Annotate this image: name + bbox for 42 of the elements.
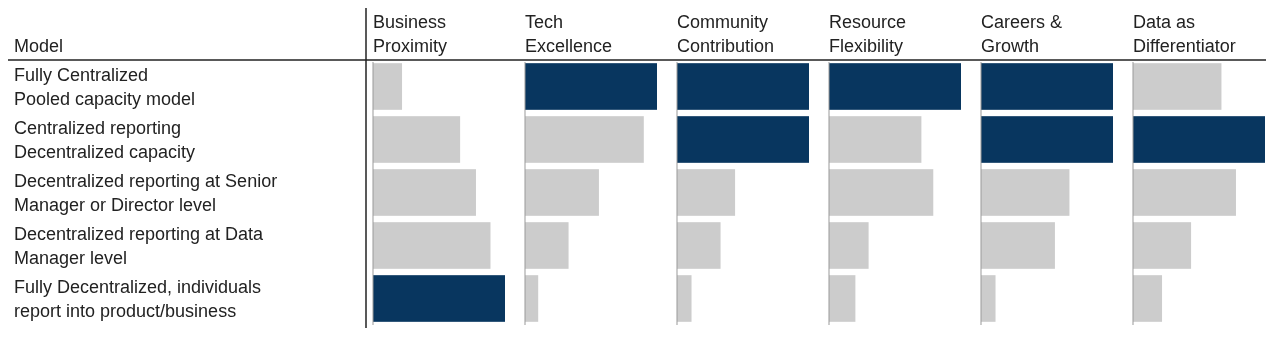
bar: [981, 63, 1113, 110]
chart-title: Careers & Growth: [981, 12, 1063, 56]
bar: [981, 222, 1055, 269]
bar: [1133, 275, 1163, 322]
bar: [373, 222, 491, 269]
bar: [981, 116, 1113, 163]
bar: [677, 275, 692, 322]
chart-title: Data as Differentiator: [1133, 12, 1236, 56]
bar: [1133, 63, 1222, 110]
y-tick-label: Decentralized reporting at Data Manager level: [14, 223, 265, 268]
bar: [373, 116, 461, 163]
bar: [829, 63, 961, 110]
bar: [677, 63, 809, 110]
y-axis-title: Model: [14, 36, 64, 56]
bar: [1133, 169, 1236, 216]
chart-title: Community Contribution: [677, 12, 775, 56]
y-tick-label: Fully Decentralized, individuals report into product/business: [14, 276, 262, 321]
bar: [1133, 222, 1192, 269]
bar: [373, 63, 403, 110]
bar: [677, 169, 736, 216]
bar: [677, 116, 809, 163]
bar: [829, 169, 934, 216]
bar: [981, 169, 1070, 216]
bar: [829, 116, 922, 163]
bar: [525, 169, 599, 216]
bar: [677, 222, 721, 269]
bar: [829, 275, 856, 322]
bar: [981, 275, 996, 322]
bar: [373, 169, 476, 216]
chart-title: Business Proximity: [373, 12, 448, 56]
bar: [525, 116, 644, 163]
bar: [373, 275, 505, 322]
bar: [1133, 116, 1265, 163]
chart-title: Resource Flexibility: [829, 12, 907, 56]
bar: [525, 222, 569, 269]
bar: [829, 222, 869, 269]
y-tick-label: Decentralized reporting at Senior Manager or Director level: [14, 170, 278, 215]
chart-title: Tech Excellence: [525, 12, 613, 56]
y-tick-label: Centralized reporting Decentralized capacity: [14, 117, 196, 162]
bar: [525, 63, 657, 110]
y-tick-label: Fully Centralized Pooled capacity model: [14, 64, 196, 109]
bar: [525, 275, 539, 322]
